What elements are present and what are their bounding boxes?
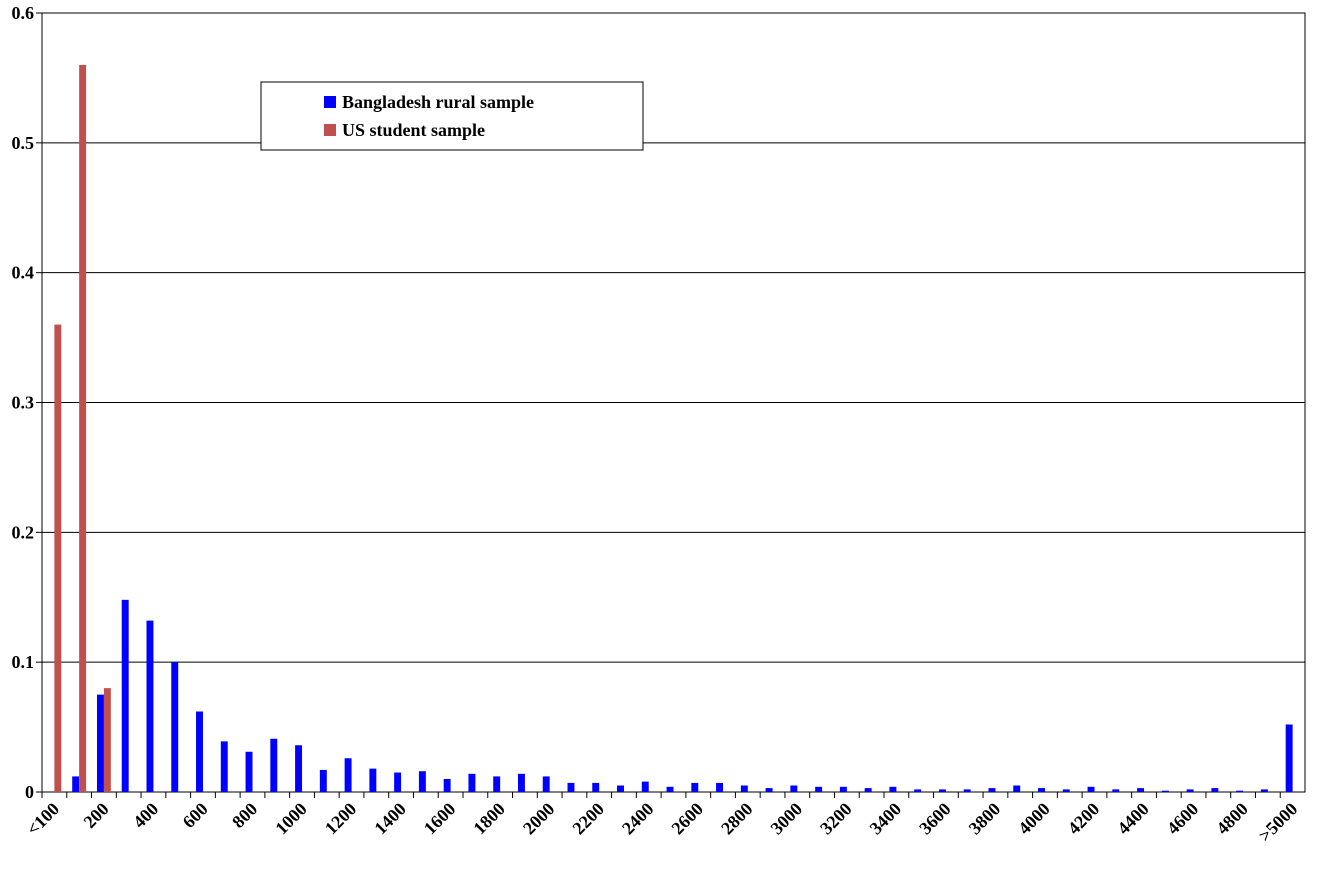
x-tick-label: 4400 (1113, 799, 1153, 839)
x-tick-label: 800 (228, 799, 261, 832)
bar (963, 789, 971, 792)
bar (493, 776, 501, 792)
bar (542, 776, 550, 792)
x-tick-label: 4600 (1163, 799, 1203, 839)
legend-label: Bangladesh rural sample (342, 92, 534, 112)
x-tick-label: 1400 (370, 799, 410, 839)
x-tick-label: 2800 (717, 799, 757, 839)
bar (443, 779, 451, 792)
bar (914, 789, 922, 792)
bar (96, 694, 104, 792)
y-tick-label: 0.1 (12, 652, 35, 672)
x-tick-label: 3600 (915, 799, 955, 839)
x-tick-label: 3200 (816, 799, 856, 839)
x-tick-label: 600 (179, 799, 212, 832)
x-tick-label: 4200 (1064, 799, 1104, 839)
y-tick-label: 0 (25, 782, 34, 802)
x-tick-label: >5000 (1255, 799, 1302, 846)
bar (1112, 789, 1120, 792)
bar (815, 786, 823, 792)
bar (1211, 788, 1219, 792)
legend-label: US student sample (342, 120, 485, 140)
bar (196, 711, 203, 792)
bar (567, 782, 575, 792)
bar (1236, 790, 1244, 792)
x-tick-label: 3400 (866, 799, 906, 839)
bar (716, 782, 724, 792)
bar (468, 773, 476, 792)
bar (617, 785, 624, 792)
bar (72, 776, 80, 792)
x-tick-label: 3800 (965, 799, 1005, 839)
legend-box (260, 81, 644, 151)
x-tick-label: 4800 (1212, 799, 1252, 839)
bar (394, 772, 402, 792)
bar (1013, 785, 1021, 792)
bar (765, 788, 773, 792)
bar (1161, 790, 1169, 792)
bar (740, 785, 748, 792)
x-tick-label: 1200 (321, 799, 361, 839)
bar (146, 620, 154, 792)
bar (666, 786, 674, 792)
legend-swatch (324, 96, 336, 108)
x-tick-label: 2200 (568, 799, 608, 839)
bar (691, 782, 699, 792)
bar (1260, 789, 1268, 792)
bar (369, 768, 377, 792)
bar (1137, 788, 1145, 792)
x-tick-label: 2400 (618, 799, 658, 839)
bar (418, 771, 426, 792)
x-tick-label: 1000 (271, 799, 311, 839)
x-tick-label: 3000 (767, 799, 807, 839)
y-tick-label: 0.3 (12, 393, 35, 413)
bar (1285, 724, 1293, 792)
x-tick-label: 400 (129, 799, 162, 832)
y-tick-label: 0.5 (12, 133, 35, 153)
bar (171, 662, 179, 792)
x-tick-label: 2000 (519, 799, 559, 839)
x-tick-label: <100 (23, 799, 63, 839)
bar (295, 745, 303, 792)
x-tick-label: 200 (80, 799, 113, 832)
bar (1038, 788, 1045, 792)
bar (103, 688, 111, 792)
bar (864, 788, 872, 792)
y-tick-label: 0.4 (12, 263, 35, 283)
bar (641, 781, 649, 792)
bar (790, 785, 798, 792)
bar (1186, 789, 1194, 792)
x-tick-label: 1800 (469, 799, 509, 839)
bar (344, 758, 352, 792)
bar (1087, 786, 1095, 792)
bar (121, 599, 129, 792)
bar (79, 64, 87, 792)
x-tick-label: 4000 (1014, 799, 1054, 839)
y-tick-label: 0.6 (12, 3, 35, 23)
y-tick-label: 0.2 (12, 522, 35, 542)
bar (245, 751, 253, 792)
bar (1062, 789, 1070, 792)
bar (889, 786, 897, 792)
x-tick-label: 1600 (420, 799, 460, 839)
bar (839, 786, 847, 792)
legend-swatch (324, 124, 336, 136)
bar (592, 782, 600, 792)
bar (938, 789, 946, 792)
bar (270, 738, 278, 792)
bar (988, 788, 996, 792)
bar (54, 324, 62, 792)
bar (517, 773, 525, 792)
bar (220, 741, 228, 792)
x-tick-label: 2600 (667, 799, 707, 839)
bar (319, 769, 327, 792)
